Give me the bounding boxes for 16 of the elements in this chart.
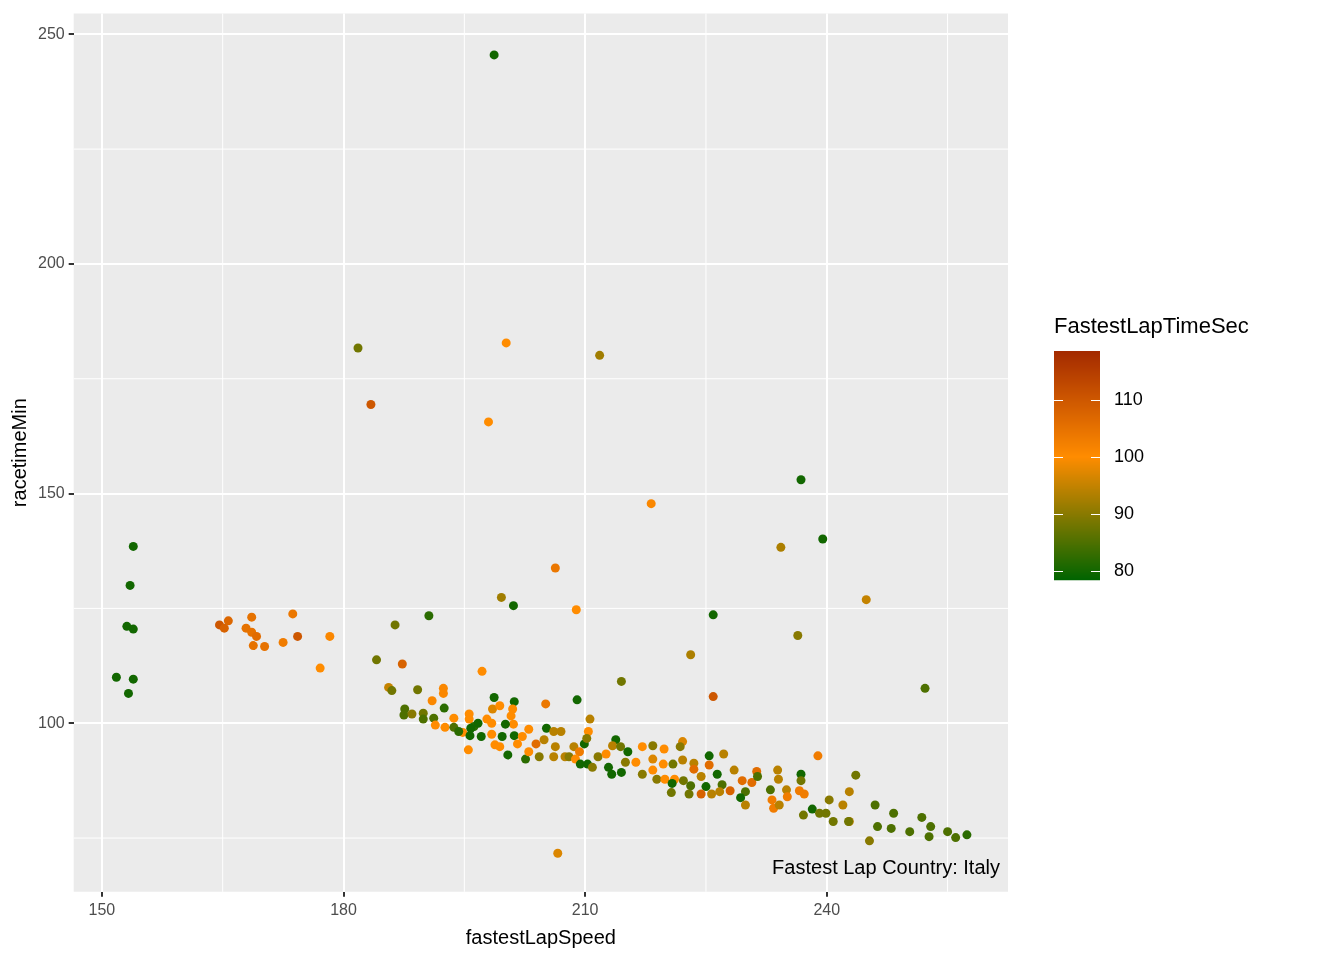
color-bar-label: 80 xyxy=(1114,560,1135,581)
x-tick-label: 180 xyxy=(330,900,357,918)
x-tick-label: 240 xyxy=(813,900,841,918)
y-tick-label: 250 xyxy=(37,24,65,42)
color-bar-label: 100 xyxy=(1114,446,1145,467)
y-tick-label: 200 xyxy=(37,254,65,272)
color-bar-label: 90 xyxy=(1114,503,1135,524)
y-tick-label: 150 xyxy=(37,483,65,501)
annotation: Fastest Lap Country: Italy xyxy=(772,855,1000,878)
y-tick-label: 100 xyxy=(37,713,65,731)
x-tick-label: 210 xyxy=(571,900,599,918)
y-axis-title: racetimeMin xyxy=(7,398,30,508)
color-bar-label: 110 xyxy=(1114,389,1143,410)
x-axis-title: fastestLapSpeed xyxy=(465,925,616,948)
color-bar-title: FastestLapTimeSec xyxy=(1054,313,1249,338)
x-tick-label: 150 xyxy=(88,900,116,918)
